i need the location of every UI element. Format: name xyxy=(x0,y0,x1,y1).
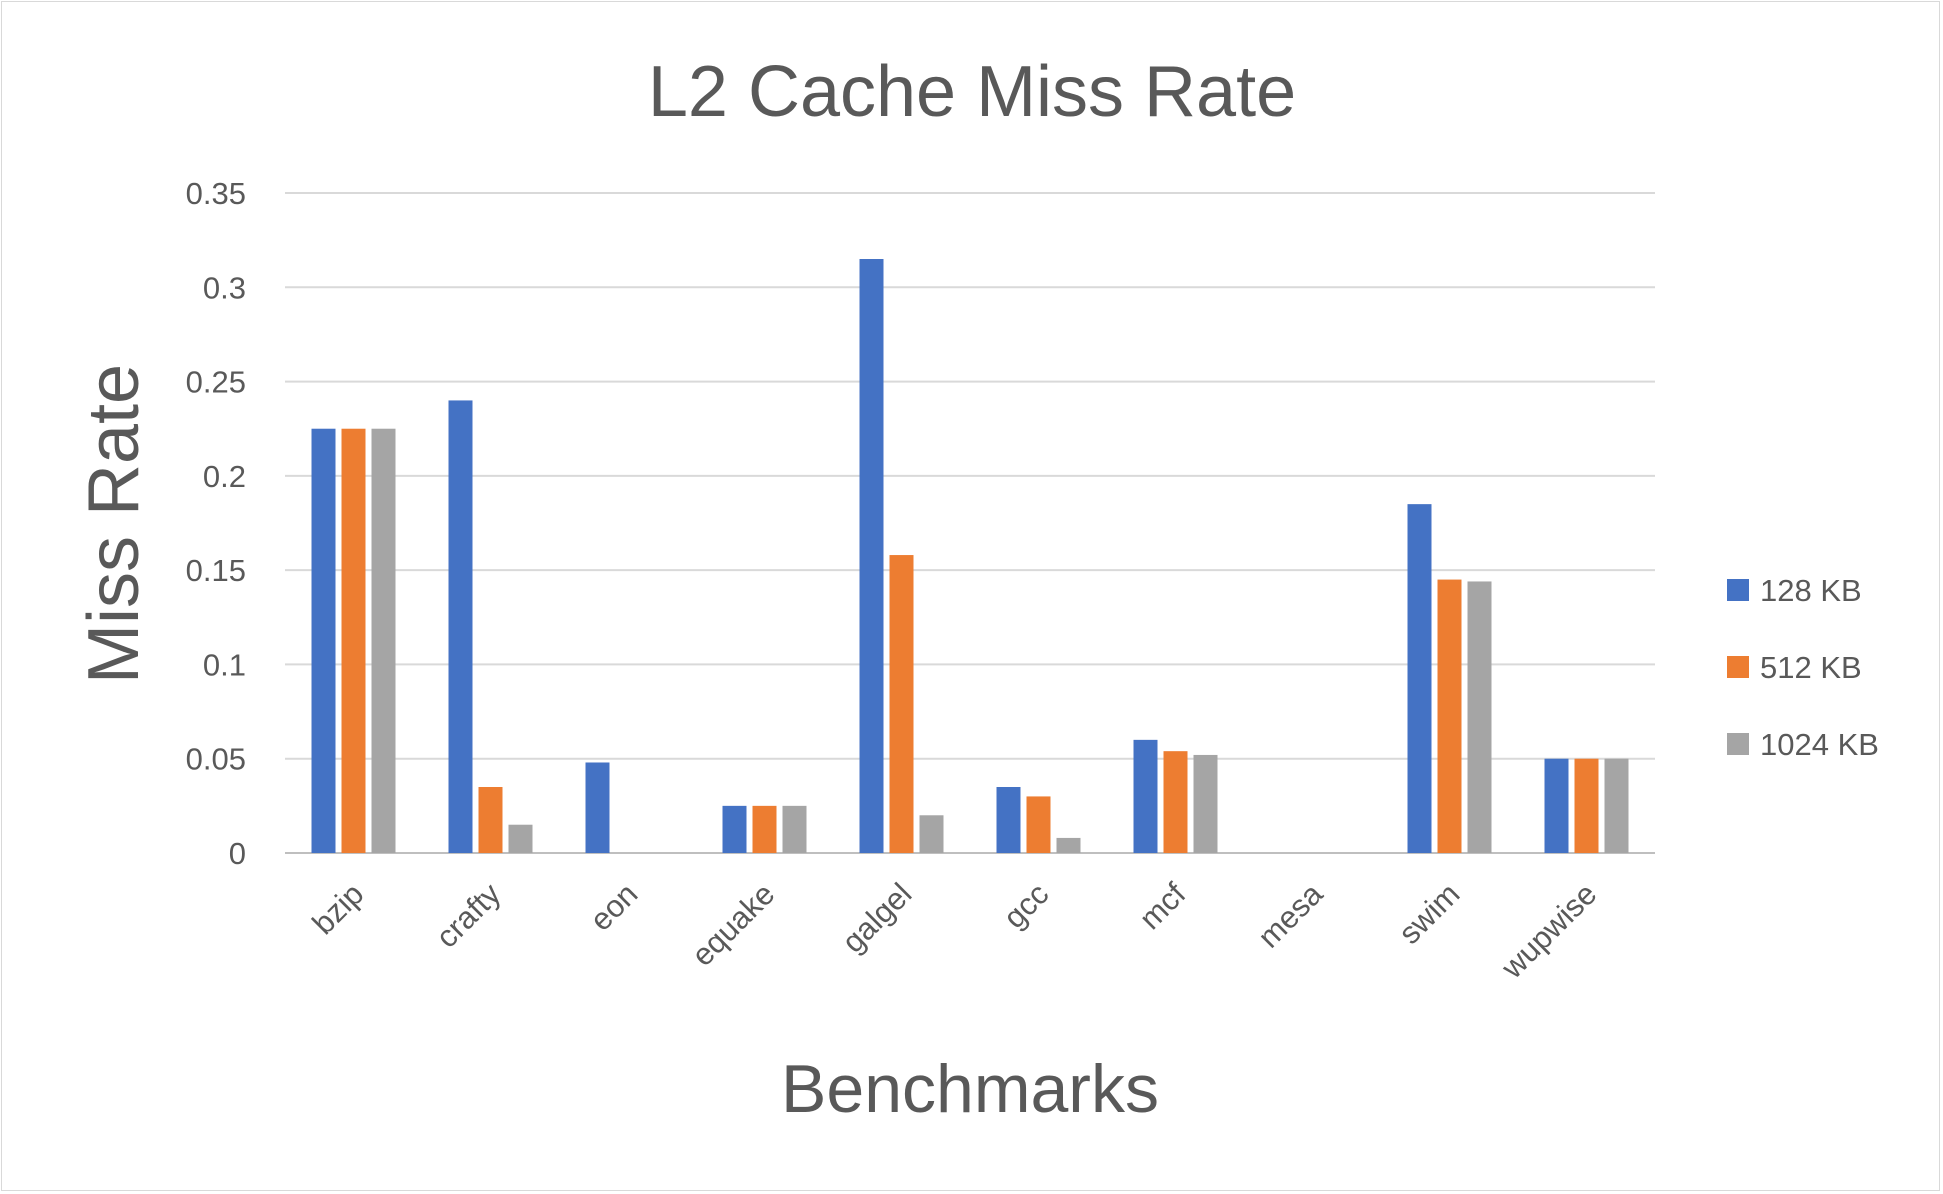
bar-mcf-1024kb xyxy=(1193,754,1218,853)
legend-swatch xyxy=(1727,733,1749,755)
x-tick-label: bzip xyxy=(305,876,370,941)
legend-swatch xyxy=(1727,579,1749,601)
bar-wupwise-1024kb xyxy=(1604,758,1629,853)
bars xyxy=(311,259,1629,853)
legend-label: 512 KB xyxy=(1760,650,1862,685)
legend-swatch xyxy=(1727,656,1749,678)
x-tick-label: eon xyxy=(583,876,644,937)
y-tick-label: 0.25 xyxy=(186,365,246,400)
bar-mcf-512kb xyxy=(1163,751,1188,853)
bar-wupwise-512kb xyxy=(1574,758,1599,853)
bar-swim-512kb xyxy=(1437,579,1462,853)
bar-bzip-512kb xyxy=(341,428,366,853)
bar-gcc-128kb xyxy=(996,787,1021,853)
x-tick-labels: bzip crafty eon equake galgel gcc mcf mesa swim w… xyxy=(305,876,1603,986)
y-tick-label: 0.05 xyxy=(186,742,246,777)
bar-equake-128kb xyxy=(722,805,747,853)
x-tick-label: crafty xyxy=(429,876,508,955)
y-tick-label: 0.3 xyxy=(203,270,246,305)
legend-label: 128 KB xyxy=(1760,573,1862,608)
y-tick-label: 0.35 xyxy=(186,176,246,211)
bar-swim-1024kb xyxy=(1467,581,1492,853)
bar-eon-128kb xyxy=(585,762,610,853)
x-tick-label: equake xyxy=(685,876,782,973)
x-tick-label: galgel xyxy=(835,876,918,959)
bar-wupwise-128kb xyxy=(1544,758,1569,853)
bar-mcf-128kb xyxy=(1133,739,1158,853)
legend: 128 KB 512 KB 1024 KB xyxy=(1727,573,1879,762)
bar-crafty-128kb xyxy=(448,400,473,853)
bar-bzip-1024kb xyxy=(371,428,396,853)
y-tick-label: 0.2 xyxy=(203,459,246,494)
chart-title: L2 Cache Miss Rate xyxy=(648,52,1296,132)
bar-bzip-128kb xyxy=(311,428,336,853)
bar-swim-128kb xyxy=(1407,504,1432,853)
bar-crafty-1024kb xyxy=(508,824,533,853)
bar-galgel-512kb xyxy=(889,555,914,853)
bar-galgel-128kb xyxy=(859,259,884,853)
bar-crafty-512kb xyxy=(478,787,503,853)
y-tick-label: 0.1 xyxy=(203,647,246,682)
x-tick-label: gcc xyxy=(997,876,1056,935)
x-axis-title: Benchmarks xyxy=(781,1051,1159,1127)
legend-label: 1024 KB xyxy=(1760,727,1879,762)
y-tick-label: 0 xyxy=(229,836,246,871)
y-tick-labels: 0 0.05 0.1 0.15 0.2 0.25 0.3 0.35 xyxy=(186,176,246,871)
x-tick-label: mcf xyxy=(1132,876,1192,936)
bar-galgel-1024kb xyxy=(919,815,944,853)
y-tick-label: 0.15 xyxy=(186,553,246,588)
bar-equake-1024kb xyxy=(782,805,807,853)
bar-equake-512kb xyxy=(752,805,777,853)
x-tick-label: mesa xyxy=(1251,876,1330,955)
bar-gcc-512kb xyxy=(1026,796,1051,853)
y-axis-title: Miss Rate xyxy=(74,364,154,684)
bar-gcc-1024kb xyxy=(1056,837,1081,853)
x-tick-label: swim xyxy=(1392,876,1467,951)
x-tick-label: wupwise xyxy=(1494,876,1604,986)
